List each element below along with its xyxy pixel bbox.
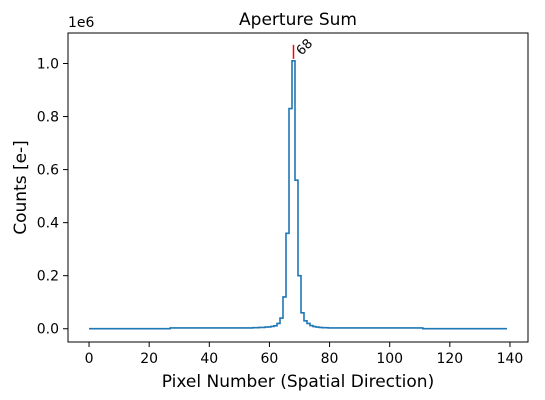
x-tick-label: 80 [321, 351, 339, 367]
x-tick-label: 140 [497, 351, 524, 367]
y-tick-label: 0.0 [37, 322, 59, 338]
plot-marks: 68 [89, 36, 507, 330]
x-tick-label: 100 [376, 351, 403, 367]
plot-frame [67, 32, 529, 343]
y-tick-label: 0.8 [37, 110, 59, 126]
chart-title: Aperture Sum [239, 10, 357, 30]
y-axis-label: Counts [e-] [11, 140, 31, 235]
series-line [89, 60, 507, 330]
y-tick-label: 0.6 [37, 163, 59, 179]
x-tick-label: 40 [200, 351, 218, 367]
y-axis-offset-label: 1e6 [68, 15, 95, 31]
x-tick-label: 20 [140, 351, 158, 367]
x-tick-label: 60 [261, 351, 279, 367]
x-tick-label: 0 [85, 351, 94, 367]
y-tick-label: 1.0 [37, 57, 59, 73]
y-tick-label: 0.2 [37, 269, 59, 285]
peak-label: 68 [294, 36, 316, 58]
y-tick-label: 0.4 [37, 216, 59, 232]
y-axis-ticks: 0.0 0.2 0.4 0.6 0.8 1.0 [37, 57, 68, 338]
x-axis-ticks: 0 20 40 60 80 100 120 140 [85, 342, 524, 367]
x-axis-label: Pixel Number (Spatial Direction) [162, 372, 434, 392]
x-tick-label: 120 [436, 351, 463, 367]
